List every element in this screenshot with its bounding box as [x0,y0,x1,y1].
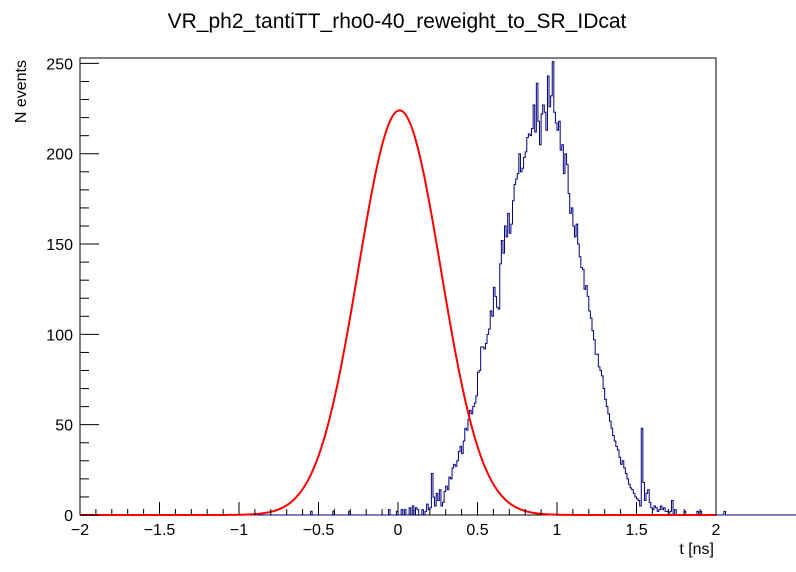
y-tick-label: 250 [46,56,73,73]
y-tick-label: 100 [46,327,73,344]
y-tick-label: 200 [46,147,73,164]
fit-curve [80,109,716,516]
x-tick-label: 0 [394,522,403,539]
x-tick-label: −0.5 [303,522,335,539]
chart-title: VR_ph2_tantiTT_rho0-40_reweight_to_SR_ID… [168,10,627,33]
y-axis: 0 50 100 150 200 250 [46,56,99,525]
x-axis: −2 −1.5 −1 −0.5 0 0.5 1 1.5 2 [71,502,721,539]
x-tick-label: 1.5 [625,522,647,539]
x-tick-label: 1 [553,522,562,539]
x-tick-label: −1.5 [144,522,176,539]
x-tick-label: 0.5 [466,522,488,539]
x-tick-label: −1 [230,522,248,539]
y-tick-label: 50 [55,418,73,435]
y-tick-label: 0 [64,508,73,525]
y-tick-label: 150 [46,237,73,254]
fit-layer [80,109,716,516]
y-axis-label: N events [13,60,30,123]
x-axis-label: t [ns] [679,541,714,558]
x-tick-label: 2 [712,522,721,539]
x-tick-label: −2 [71,522,89,539]
